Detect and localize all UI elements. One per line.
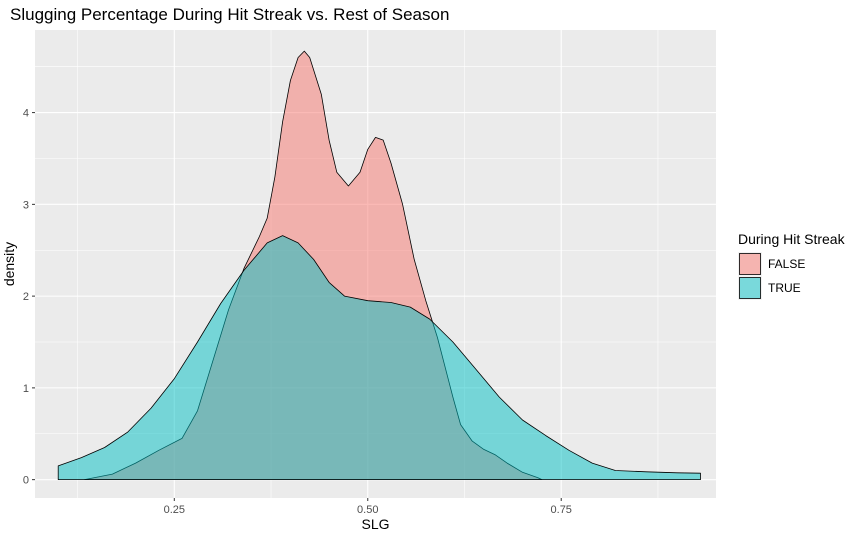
legend-key-false — [739, 253, 761, 275]
y-tick-label: 3 — [23, 199, 29, 211]
y-tick-label: 2 — [23, 291, 29, 303]
x-tick-label: 0.50 — [357, 504, 378, 516]
legend-key-true — [739, 277, 761, 299]
y-axis-ticks: 0 1 2 3 4 — [23, 108, 35, 487]
y-tick-label: 0 — [23, 475, 29, 487]
y-axis-title: density — [1, 242, 17, 286]
x-tick-label: 0.75 — [551, 504, 572, 516]
chart-title: Slugging Percentage During Hit Streak vs… — [10, 5, 449, 24]
x-axis-title: SLG — [361, 516, 389, 532]
legend-label-true: TRUE — [768, 281, 801, 295]
legend-title: During Hit Streak — [738, 231, 846, 247]
legend-label-false: FALSE — [768, 257, 805, 271]
y-tick-label: 1 — [23, 383, 29, 395]
legend: During Hit Streak FALSE TRUE — [738, 231, 846, 300]
density-area-true — [57, 235, 701, 480]
density-areas — [57, 50, 701, 480]
y-tick-label: 4 — [23, 108, 29, 120]
x-tick-label: 0.25 — [164, 504, 185, 516]
x-axis-ticks: 0.25 0.50 0.75 — [164, 498, 572, 516]
